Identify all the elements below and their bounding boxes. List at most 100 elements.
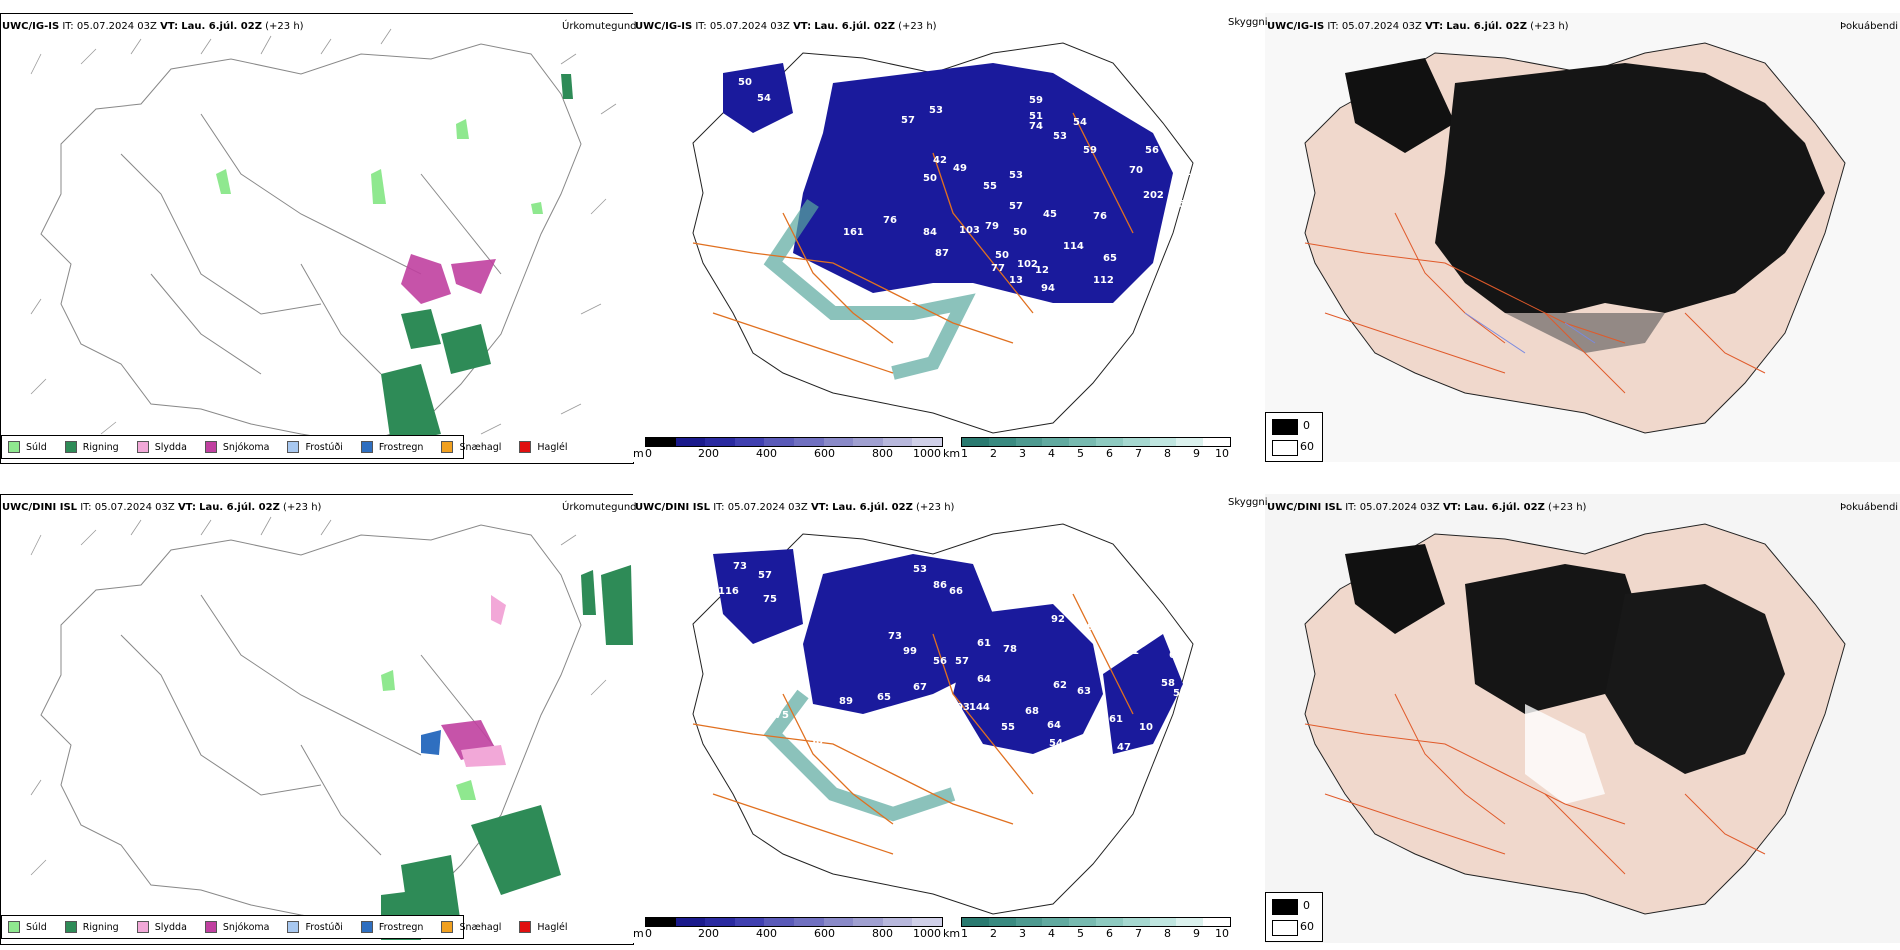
fog-map-row2: [1265, 494, 1900, 943]
fog-legend-label: 0: [1303, 899, 1310, 912]
precip-panel-label-row2: Úrkomutegund: [562, 502, 637, 513]
fog-legend-swatch: [1272, 899, 1298, 915]
cloud-label: 65: [1103, 253, 1117, 264]
cloud-label: 103: [959, 225, 980, 236]
legend-item-snjokoma: Snjókoma: [204, 921, 269, 933]
fog-panel-row2: [1265, 494, 1900, 943]
precip-panel-label-row1: Úrkomutegund: [562, 21, 637, 32]
fog-map-row1: [1265, 13, 1900, 462]
cloud-value-labels-row1: 50 54 56 100 57 53 59 51 53 54 42 49 50 …: [738, 77, 1191, 320]
cloud-label: 46: [1171, 199, 1185, 210]
precip-areas-row1: [216, 74, 573, 444]
cloud-label: 20: [1121, 606, 1135, 617]
cloud-label: 78: [1003, 644, 1017, 655]
fog-panel-label-row2: Þokuábendi: [1840, 502, 1899, 513]
cloud-label: 53: [1009, 170, 1023, 181]
cloud-panel-label-row2: Skyggni: [1228, 497, 1268, 508]
cloud-label: 68: [1025, 706, 1039, 717]
precip-legend-row2: Súld Rigning Slydda Snjókoma Frostúði Fr…: [1, 915, 568, 939]
cloud-label: 112: [1093, 275, 1114, 286]
cloudbase-tick: 0: [645, 927, 652, 940]
cloud-label: 59: [1029, 95, 1043, 106]
cloud-label: 73: [733, 561, 747, 572]
visibility-tick: 3: [1019, 927, 1026, 940]
cloud-label: 73: [888, 631, 902, 642]
visibility-tick: 2: [990, 927, 997, 940]
cloud-value-labels-row2: 73 57 75 53 86 66 94 123 92 85 93 20 91 …: [718, 561, 1187, 787]
visibility-tick: 4: [1048, 447, 1055, 460]
visibility-tick: 5: [1077, 447, 1084, 460]
cloud-label: 63: [1077, 686, 1091, 697]
cloud-label: 144: [969, 702, 990, 713]
cloud-label: 59: [1083, 145, 1097, 156]
cloud-label: 76: [883, 215, 897, 226]
cloudbase-tick: 200: [698, 927, 719, 940]
cloudbase-bar: [645, 917, 943, 927]
cloud-label: 89: [839, 696, 853, 707]
cloud-label: 76: [1093, 211, 1107, 222]
legend-item-frostregn: Frostregn: [360, 921, 423, 933]
cloud-title-row2: UWC/DINI ISL IT: 05.07.2024 03Z VT: Lau.…: [635, 502, 955, 513]
fog-panel-row1: [1265, 13, 1900, 462]
legend-item-snaehagl: Snæhagl: [441, 441, 501, 453]
cloud-label: 91: [1125, 646, 1139, 657]
cloud-label: 10: [1139, 722, 1153, 733]
cloud-label: 49: [953, 163, 967, 174]
cloud-label: 14: [908, 295, 922, 306]
cloud-label: 53: [1053, 131, 1067, 142]
fog-legend-swatch: [1272, 419, 1298, 435]
cloudbase-tick: 800: [872, 927, 893, 940]
cloud-label: 47: [1117, 742, 1131, 753]
cloudbase-bar: [645, 437, 943, 447]
cloud-panel-row2: 73 57 75 53 86 66 94 123 92 85 93 20 91 …: [633, 494, 1265, 943]
visibility-tick: 3: [1019, 447, 1026, 460]
visibility-tick: 6: [1106, 927, 1113, 940]
cloud-label: 54: [1049, 738, 1063, 749]
legend-item-haglel: Haglél: [519, 441, 568, 453]
cloud-label: 57: [901, 115, 915, 126]
visibility-tick: 6: [1106, 447, 1113, 460]
cloud-label: 100: [741, 155, 762, 166]
visibility-unit: km: [943, 447, 961, 460]
cloud-label: 65: [877, 692, 891, 703]
cloud-label: 64: [977, 674, 991, 685]
cloud-label: 56: [1145, 145, 1159, 156]
cloud-panel-row1: 50 54 56 100 57 53 59 51 53 54 42 49 50 …: [633, 13, 1265, 462]
cloud-label: 62: [1053, 680, 1067, 691]
cloud-label: 53: [913, 564, 927, 575]
cloud-label: 114: [1063, 241, 1084, 252]
cloudbase-tick: 600: [814, 447, 835, 460]
cloud-label: 86: [933, 580, 947, 591]
legend-item-rigning: Rigning: [64, 441, 119, 453]
cloud-label: 93: [1087, 622, 1101, 633]
legend-item-haglel: Haglél: [519, 921, 568, 933]
fog-title-row1: UWC/IG-IS IT: 05.07.2024 03Z VT: Lau. 6.…: [1267, 21, 1569, 32]
cloud-label: 61: [977, 638, 991, 649]
cloud-label: 79: [985, 221, 999, 232]
cloud-label: 68: [1087, 762, 1101, 773]
visibility-tick: 2: [990, 447, 997, 460]
cloud-label: 125: [1058, 305, 1079, 316]
cloud-label: 70: [1129, 165, 1143, 176]
cloudbase-tick: 0: [645, 447, 652, 460]
cloud-label: 74: [1029, 121, 1043, 132]
precip-title-row2: UWC/DINI ISL IT: 05.07.2024 03Z VT: Lau.…: [2, 502, 322, 513]
cloud-label: 123: [1039, 592, 1060, 603]
cloud-label: 58: [1081, 309, 1095, 320]
legend-item-sudl: Súld: [8, 921, 47, 933]
fog-legend-swatch: [1272, 440, 1298, 456]
visibility-tick: 4: [1048, 927, 1055, 940]
cloud-panel-label-row1: Skyggni: [1228, 17, 1268, 28]
cloud-label: 54: [757, 93, 771, 104]
cloud-label: 103: [949, 702, 970, 713]
precip-map-row2: [30, 516, 633, 940]
cloud-label: 50: [995, 250, 1009, 261]
cloud-label: 55: [983, 181, 997, 192]
cloud-label: 92: [1051, 614, 1065, 625]
cloud-label: 67: [913, 682, 927, 693]
precip-panel-row2: [0, 494, 634, 945]
visibility-tick: 7: [1135, 447, 1142, 460]
cloud-label: 54: [1073, 117, 1087, 128]
cloud-label: 102: [1017, 259, 1038, 270]
cloud-label: 75: [775, 710, 789, 721]
